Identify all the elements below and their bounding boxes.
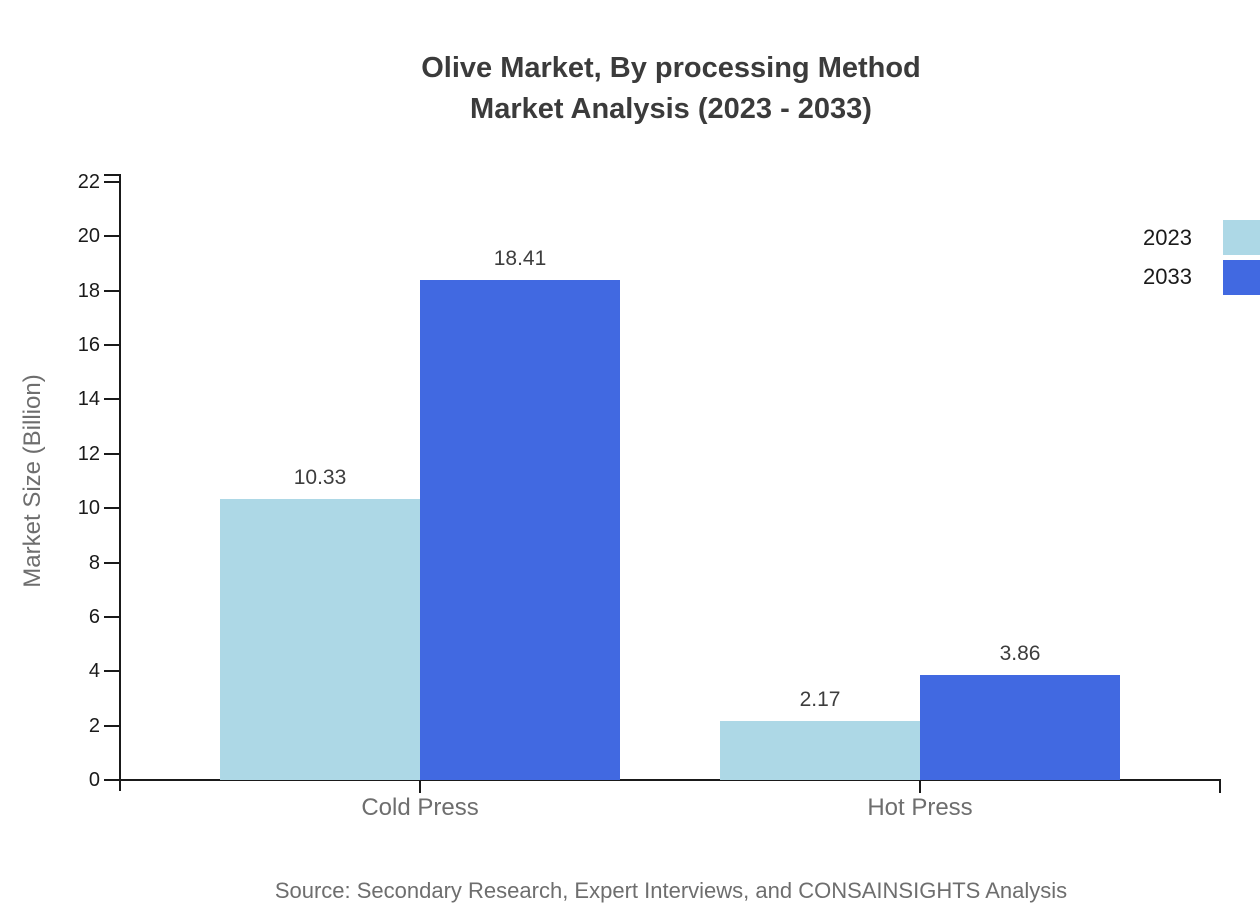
y-tick-label: 20 [77,225,100,248]
x-axis-end-tick [1219,780,1221,793]
bar-hot-press-2023 [720,721,920,780]
y-tick [104,561,121,564]
legend-swatch-2023 [1223,220,1260,255]
bar-value-label: 2.17 [799,688,841,711]
y-tick-label: 2 [88,714,100,737]
bar-value-label: 3.86 [999,642,1041,665]
y-axis-end-cap [104,174,121,176]
y-tick-label: 14 [77,388,100,411]
chart-title-line1: Olive Market, By processing Method [421,52,921,84]
y-tick-label: 22 [77,171,100,193]
x-axis-line [119,779,1221,781]
y-tick-label: 0 [88,769,100,791]
y-tick-label: 8 [88,551,100,574]
bar-hot-press-2033 [920,675,1120,780]
y-tick [104,344,121,347]
y-tick [104,235,121,238]
chart-title-line2: Market Analysis (2023 - 2033) [470,93,872,125]
y-tick-label: 10 [77,497,100,520]
bar-value-label: 18.41 [493,247,547,270]
x-tick [419,780,421,793]
legend-label-2023: 2023 [1143,225,1192,250]
chart-title: Olive Market, By processing Method Marke… [121,48,1221,130]
y-tick [104,670,121,673]
legend: 2023 2033 [1020,210,1260,330]
y-tick-label: 12 [77,442,100,465]
y-tick [104,181,121,183]
plot-area: 0 2 4 6 8 10 12 14 16 18 20 22 Cold Press 10.33 18.41 H… [78,171,1221,821]
y-tick [104,398,121,401]
legend-swatch-2033 [1223,260,1260,295]
y-tick-label: 4 [88,660,100,683]
y-axis-line [119,174,121,791]
bar-cold-press-2023 [220,499,420,780]
y-tick-label: 6 [88,605,100,628]
y-tick [104,779,121,781]
x-tick [919,780,921,793]
y-tick-label: 16 [77,334,100,357]
y-tick-label: 18 [77,279,100,302]
y-tick [104,289,121,292]
bar-cold-press-2033 [420,280,620,780]
source-note: Source: Secondary Research, Expert Inter… [274,878,1068,903]
y-tick [104,507,121,510]
bar-value-label: 10.33 [293,466,347,489]
y-tick [104,724,121,727]
x-category-label: Hot Press [867,794,973,821]
legend-label-2033: 2033 [1143,264,1192,289]
y-tick [104,452,121,455]
x-category-label: Cold Press [361,794,479,821]
y-tick [104,615,121,618]
